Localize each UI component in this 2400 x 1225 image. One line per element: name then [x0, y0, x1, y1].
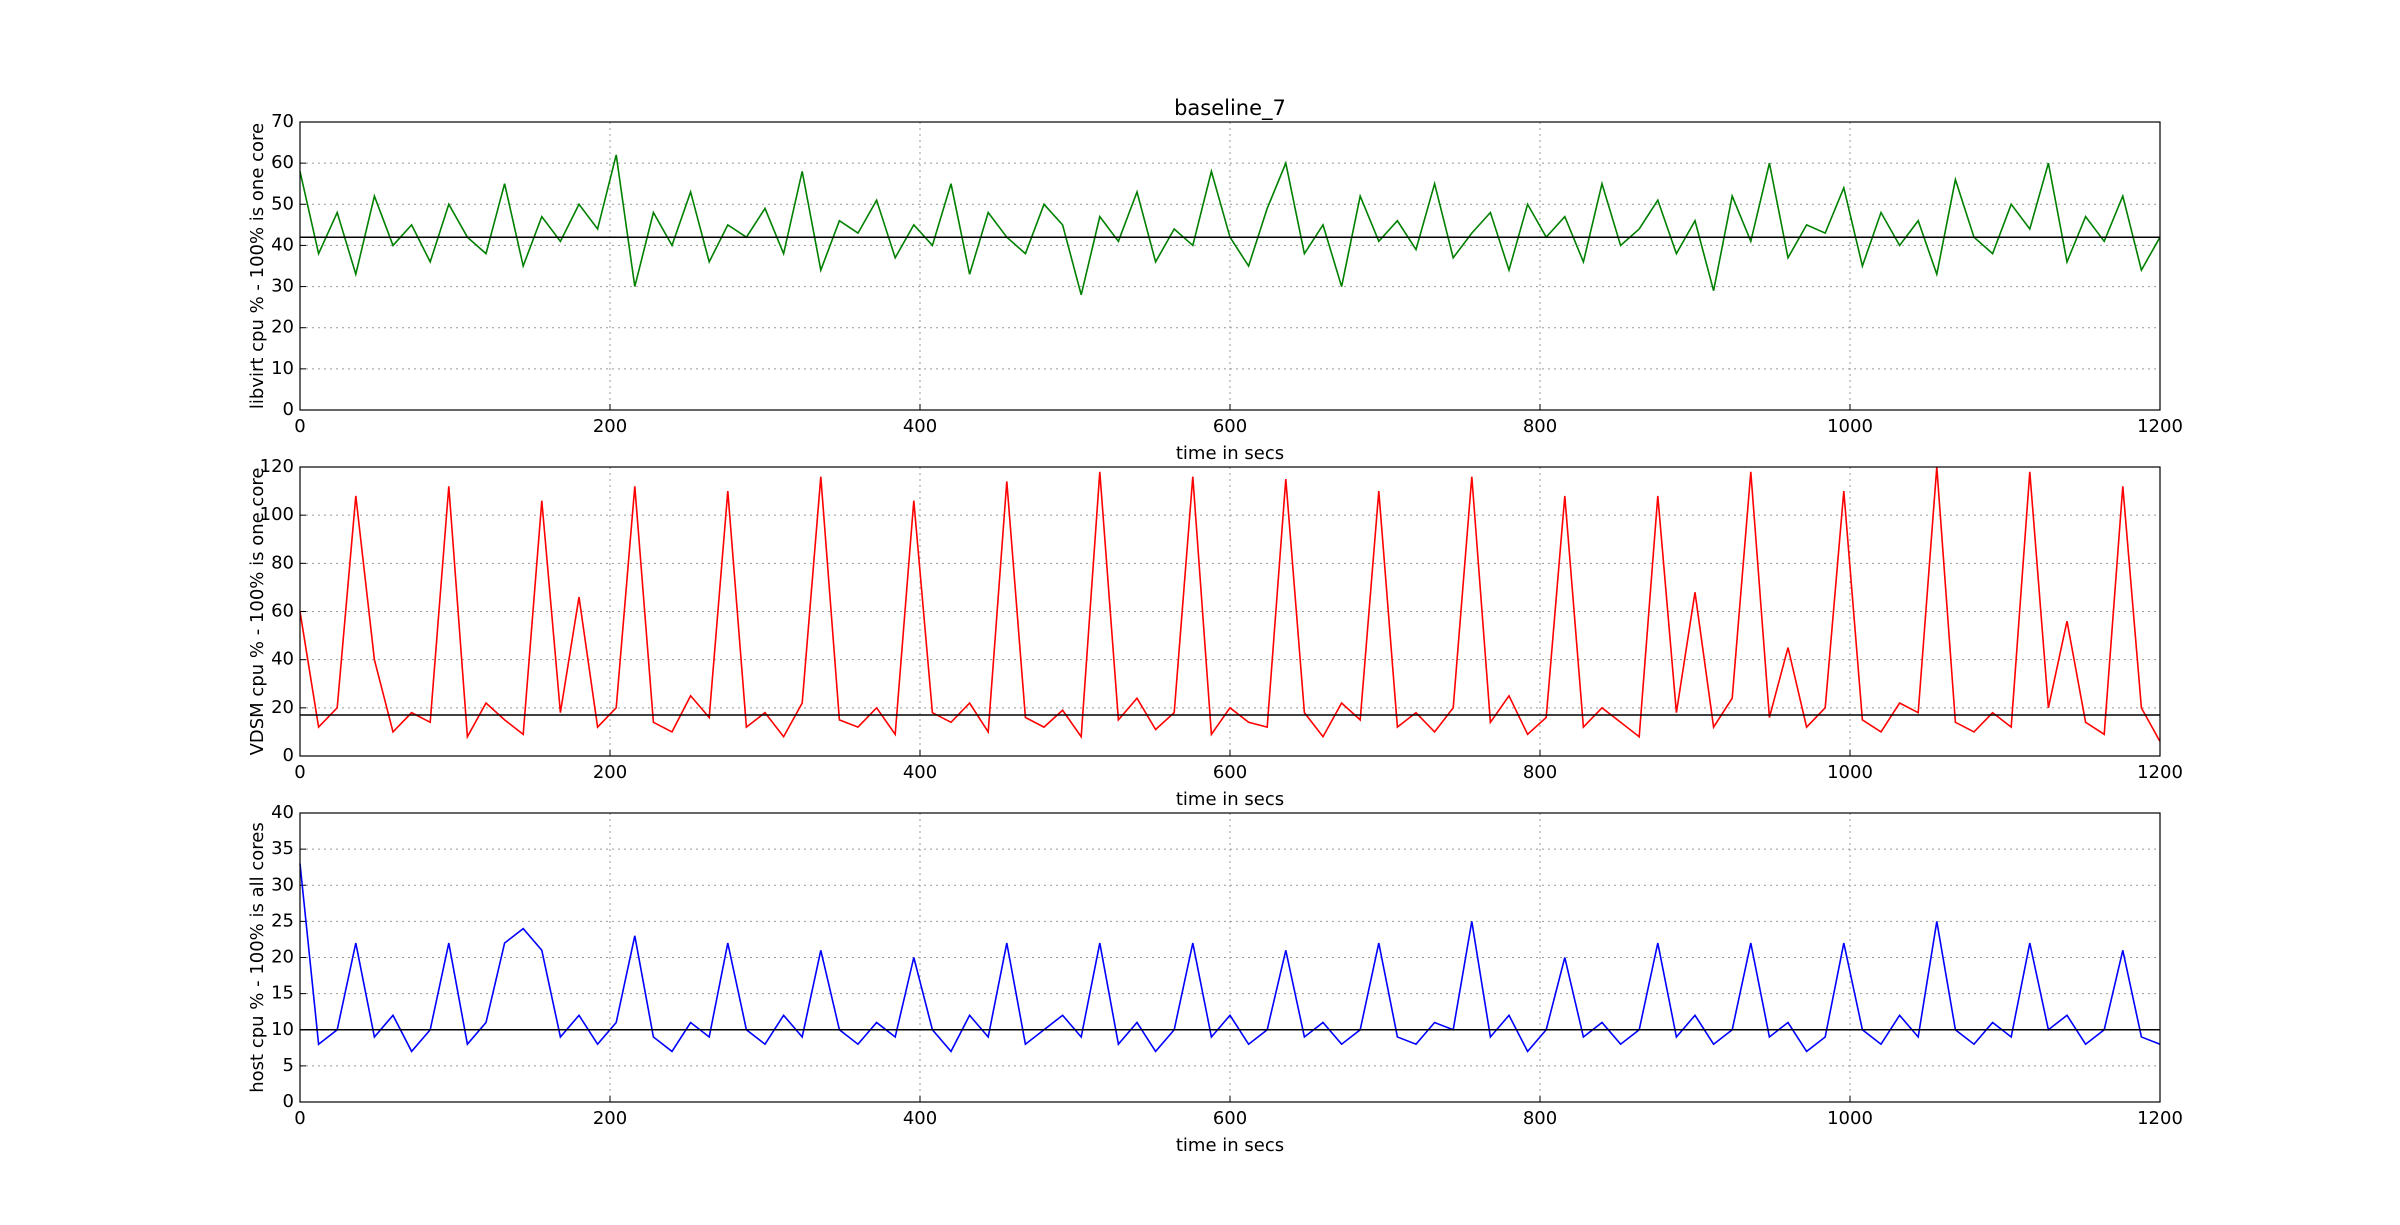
data-line: [299, 466, 2161, 742]
y-tick-label: 0: [283, 745, 294, 766]
y-tick-label: 20: [271, 697, 294, 718]
y-tick-label: 100: [260, 504, 294, 525]
axes-frame: [299, 121, 2161, 411]
x-axis-label: time in secs: [1176, 443, 1284, 464]
x-tick-label: 1000: [1827, 416, 1873, 437]
y-tick-label: 60: [271, 601, 294, 622]
x-tick-label: 1200: [2137, 762, 2183, 783]
x-axis-label: time in secs: [1176, 1135, 1284, 1156]
y-tick-label: 120: [260, 456, 294, 477]
x-axis-label: time in secs: [1176, 789, 1284, 810]
chart-title: baseline_7: [1174, 96, 1286, 121]
x-tick-label: 800: [1523, 1108, 1557, 1129]
axes-frame: [299, 466, 2161, 757]
y-tick-label: 40: [271, 649, 294, 670]
x-tick-label: 200: [593, 1108, 627, 1129]
y-tick-label: 25: [271, 910, 294, 931]
y-tick-label: 10: [271, 1019, 294, 1040]
y-tick-label: 20: [271, 947, 294, 968]
y-tick-label: 5: [283, 1055, 294, 1076]
y-tick-label: 60: [271, 152, 294, 173]
x-tick-label: 800: [1523, 762, 1557, 783]
x-tick-label: 0: [294, 762, 305, 783]
x-tick-label: 0: [294, 1108, 305, 1129]
y-axis-label: libvirt cpu % - 100% is one core: [247, 123, 268, 409]
y-tick-label: 15: [271, 983, 294, 1004]
x-tick-label: 600: [1213, 762, 1247, 783]
x-tick-label: 0: [294, 416, 305, 437]
x-tick-label: 600: [1213, 1108, 1247, 1129]
x-tick-label: 400: [903, 416, 937, 437]
y-axis-label: VDSM cpu % - 100% is one core: [247, 468, 268, 756]
y-tick-label: 0: [283, 399, 294, 420]
y-tick-label: 30: [271, 276, 294, 297]
subplot: 0 10 20 30 40 50 60 70 0 200 400 600 800 1000 1200 time…: [247, 96, 2183, 464]
x-tick-label: 1000: [1827, 1108, 1873, 1129]
x-tick-label: 1200: [2137, 416, 2183, 437]
y-tick-label: 30: [271, 874, 294, 895]
x-tick-label: 600: [1213, 416, 1247, 437]
y-tick-label: 20: [271, 317, 294, 338]
y-tick-label: 80: [271, 552, 294, 573]
y-tick-label: 40: [271, 234, 294, 255]
x-tick-label: 1200: [2137, 1108, 2183, 1129]
y-tick-label: 10: [271, 358, 294, 379]
x-tick-label: 1000: [1827, 762, 1873, 783]
axes-frame: [299, 812, 2161, 1103]
y-tick-label: 50: [271, 193, 294, 214]
x-tick-label: 800: [1523, 416, 1557, 437]
x-tick-label: 200: [593, 762, 627, 783]
y-tick-label: 35: [271, 838, 294, 859]
x-tick-label: 400: [903, 762, 937, 783]
x-tick-label: 400: [903, 1108, 937, 1129]
y-axis-label: host cpu % - 100% is all cores: [247, 822, 268, 1092]
y-tick-label: 0: [283, 1091, 294, 1112]
y-tick-label: 70: [271, 111, 294, 132]
y-tick-label: 40: [271, 802, 294, 823]
x-tick-label: 200: [593, 416, 627, 437]
